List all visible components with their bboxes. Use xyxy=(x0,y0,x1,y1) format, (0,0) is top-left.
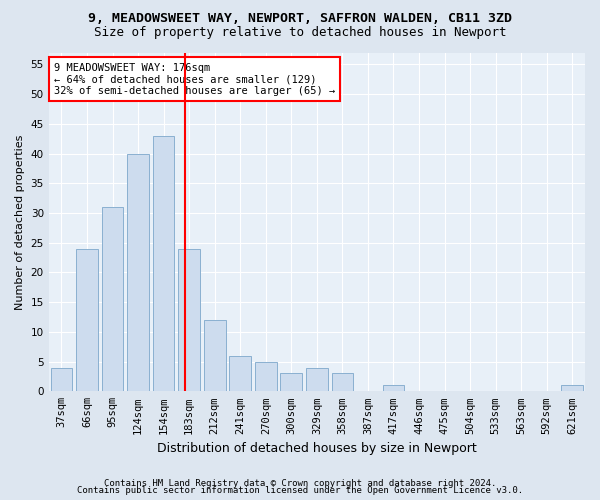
Text: Size of property relative to detached houses in Newport: Size of property relative to detached ho… xyxy=(94,26,506,39)
Bar xyxy=(76,248,98,392)
Text: 9 MEADOWSWEET WAY: 176sqm
← 64% of detached houses are smaller (129)
32% of semi: 9 MEADOWSWEET WAY: 176sqm ← 64% of detac… xyxy=(54,62,335,96)
Bar xyxy=(127,154,149,392)
Bar xyxy=(178,248,200,392)
Bar xyxy=(204,320,226,392)
Bar xyxy=(255,362,277,392)
Bar xyxy=(101,207,124,392)
Bar xyxy=(332,374,353,392)
Bar xyxy=(229,356,251,392)
Y-axis label: Number of detached properties: Number of detached properties xyxy=(15,134,25,310)
Bar xyxy=(562,386,583,392)
Bar xyxy=(50,368,72,392)
X-axis label: Distribution of detached houses by size in Newport: Distribution of detached houses by size … xyxy=(157,442,477,455)
Bar xyxy=(153,136,175,392)
Bar xyxy=(306,368,328,392)
Text: Contains public sector information licensed under the Open Government Licence v3: Contains public sector information licen… xyxy=(77,486,523,495)
Bar xyxy=(383,386,404,392)
Text: Contains HM Land Registry data © Crown copyright and database right 2024.: Contains HM Land Registry data © Crown c… xyxy=(104,478,496,488)
Text: 9, MEADOWSWEET WAY, NEWPORT, SAFFRON WALDEN, CB11 3ZD: 9, MEADOWSWEET WAY, NEWPORT, SAFFRON WAL… xyxy=(88,12,512,26)
Bar xyxy=(280,374,302,392)
